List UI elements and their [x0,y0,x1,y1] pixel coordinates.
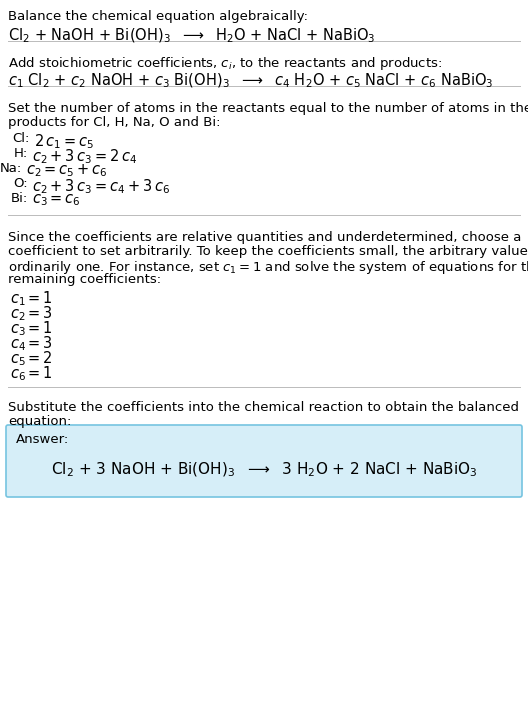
Text: $c_3 = c_6$: $c_3 = c_6$ [32,192,81,208]
Text: remaining coefficients:: remaining coefficients: [8,273,161,286]
Text: Balance the chemical equation algebraically:: Balance the chemical equation algebraica… [8,10,308,23]
Text: $c_1$ Cl$_2$ + $c_2$ NaOH + $c_3$ Bi(OH)$_3$  $\longrightarrow$  $c_4$ H$_2$O + : $c_1$ Cl$_2$ + $c_2$ NaOH + $c_3$ Bi(OH)… [8,72,494,90]
Text: $2\,c_1 = c_5$: $2\,c_1 = c_5$ [34,132,95,150]
Text: $c_5 = 2$: $c_5 = 2$ [10,349,53,368]
Text: Answer:: Answer: [16,433,69,446]
Text: O:: O: [13,177,28,190]
Text: $c_2 + 3\,c_3 = 2\,c_4$: $c_2 + 3\,c_3 = 2\,c_4$ [32,147,137,165]
Text: Cl:: Cl: [13,132,30,145]
FancyBboxPatch shape [6,425,522,497]
Text: H:: H: [14,147,28,160]
Text: $c_2 + 3\,c_3 = c_4 + 3\,c_6$: $c_2 + 3\,c_3 = c_4 + 3\,c_6$ [32,177,170,195]
Text: Since the coefficients are relative quantities and underdetermined, choose a: Since the coefficients are relative quan… [8,231,521,244]
Text: $c_2 = c_5 + c_6$: $c_2 = c_5 + c_6$ [26,162,108,179]
Text: Cl$_2$ + NaOH + Bi(OH)$_3$  $\longrightarrow$  H$_2$O + NaCl + NaBiO$_3$: Cl$_2$ + NaOH + Bi(OH)$_3$ $\longrightar… [8,27,375,45]
Text: $c_1 = 1$: $c_1 = 1$ [10,289,53,308]
Text: Substitute the coefficients into the chemical reaction to obtain the balanced: Substitute the coefficients into the che… [8,401,519,414]
Text: Add stoichiometric coefficients, $c_i$, to the reactants and products:: Add stoichiometric coefficients, $c_i$, … [8,55,442,72]
Text: $c_3 = 1$: $c_3 = 1$ [10,319,53,338]
Text: $c_2 = 3$: $c_2 = 3$ [10,304,53,323]
Text: coefficient to set arbitrarily. To keep the coefficients small, the arbitrary va: coefficient to set arbitrarily. To keep … [8,245,528,258]
Text: ordinarily one. For instance, set $c_1 = 1$ and solve the system of equations fo: ordinarily one. For instance, set $c_1 =… [8,259,528,276]
Text: equation:: equation: [8,415,71,428]
Text: Set the number of atoms in the reactants equal to the number of atoms in the: Set the number of atoms in the reactants… [8,102,528,115]
Text: products for Cl, H, Na, O and Bi:: products for Cl, H, Na, O and Bi: [8,116,221,129]
Text: $c_6 = 1$: $c_6 = 1$ [10,364,53,382]
Text: Na:: Na: [0,162,22,175]
Text: $c_4 = 3$: $c_4 = 3$ [10,334,53,353]
Text: Bi:: Bi: [11,192,28,205]
Text: Cl$_2$ + 3 NaOH + Bi(OH)$_3$  $\longrightarrow$  3 H$_2$O + 2 NaCl + NaBiO$_3$: Cl$_2$ + 3 NaOH + Bi(OH)$_3$ $\longright… [51,461,477,480]
